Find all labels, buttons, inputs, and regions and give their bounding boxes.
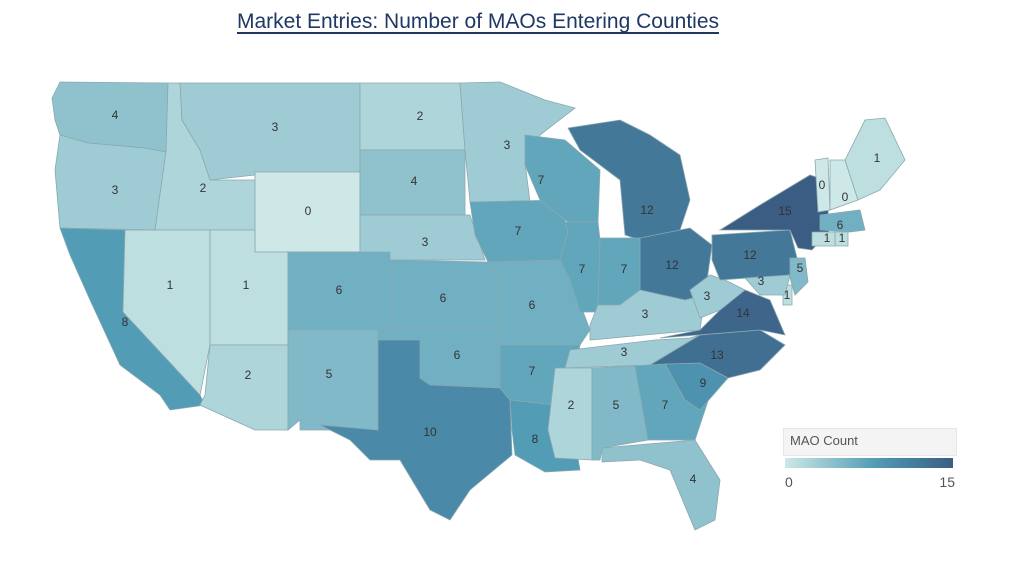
state-label-sc: 9 bbox=[700, 376, 707, 390]
legend-color-ramp bbox=[785, 458, 953, 468]
state-label-vt: 0 bbox=[819, 178, 826, 192]
state-label-me: 1 bbox=[874, 151, 881, 165]
state-label-ok: 6 bbox=[454, 348, 461, 362]
state-label-ga: 7 bbox=[662, 398, 669, 412]
state-label-ar: 7 bbox=[529, 364, 536, 378]
state-label-va: 14 bbox=[736, 306, 750, 320]
state-label-ri: 1 bbox=[839, 231, 846, 245]
state-label-nh: 0 bbox=[842, 190, 849, 204]
state-label-in: 7 bbox=[621, 262, 628, 276]
legend-title: MAO Count bbox=[790, 433, 858, 448]
state-mt[interactable] bbox=[179, 82, 361, 181]
state-label-nd: 2 bbox=[417, 109, 424, 123]
state-label-de: 1 bbox=[784, 288, 791, 302]
state-label-ne: 3 bbox=[422, 235, 429, 249]
state-label-az: 2 bbox=[245, 368, 252, 382]
state-label-mt: 3 bbox=[272, 120, 279, 134]
state-tx[interactable] bbox=[319, 339, 513, 521]
state-label-ny: 15 bbox=[778, 204, 792, 218]
state-nv[interactable] bbox=[122, 229, 211, 396]
state-ky[interactable] bbox=[589, 289, 706, 341]
state-label-mi: 12 bbox=[640, 203, 654, 217]
state-wv[interactable] bbox=[689, 274, 746, 319]
state-label-nv: 1 bbox=[167, 278, 174, 292]
state-nm[interactable] bbox=[287, 329, 379, 431]
state-md[interactable] bbox=[744, 274, 791, 296]
state-label-sd: 4 bbox=[411, 174, 418, 188]
state-label-fl: 4 bbox=[690, 472, 697, 486]
state-label-ky: 3 bbox=[642, 307, 649, 321]
legend-header: MAO Count bbox=[783, 428, 957, 456]
state-label-tn: 3 bbox=[621, 345, 628, 359]
state-label-wv: 3 bbox=[704, 289, 711, 303]
state-label-nc: 13 bbox=[710, 348, 724, 362]
legend: MAO Count 0 15 bbox=[783, 428, 957, 492]
state-label-ms: 2 bbox=[568, 398, 575, 412]
state-label-co: 6 bbox=[336, 283, 343, 297]
state-label-mo: 6 bbox=[529, 298, 536, 312]
legend-max-label: 15 bbox=[939, 474, 955, 490]
state-or[interactable] bbox=[54, 134, 167, 231]
state-ma[interactable] bbox=[819, 209, 866, 233]
state-label-wa: 4 bbox=[112, 108, 119, 122]
state-label-ma: 6 bbox=[837, 218, 844, 232]
state-label-pa: 12 bbox=[743, 248, 757, 262]
state-nd[interactable] bbox=[359, 82, 466, 151]
state-label-md: 3 bbox=[758, 274, 765, 288]
state-az[interactable] bbox=[199, 344, 289, 431]
state-label-al: 5 bbox=[613, 398, 620, 412]
legend-min-label: 0 bbox=[785, 474, 793, 490]
state-label-la: 8 bbox=[532, 432, 539, 446]
state-label-or: 3 bbox=[112, 183, 119, 197]
state-label-ct: 1 bbox=[824, 231, 831, 245]
state-label-wi: 7 bbox=[538, 173, 545, 187]
state-label-nj: 5 bbox=[797, 261, 804, 275]
state-fl[interactable] bbox=[601, 439, 721, 531]
state-label-ia: 7 bbox=[515, 224, 522, 238]
state-label-oh: 12 bbox=[665, 258, 679, 272]
state-ms[interactable] bbox=[547, 367, 593, 461]
state-label-mn: 3 bbox=[504, 138, 511, 152]
state-label-il: 7 bbox=[579, 262, 586, 276]
state-label-ks: 6 bbox=[440, 291, 447, 305]
state-va[interactable] bbox=[659, 289, 786, 339]
state-ct[interactable] bbox=[811, 231, 836, 247]
state-label-ca: 8 bbox=[122, 315, 129, 329]
map-title: Market Entries: Number of MAOs Entering … bbox=[236, 10, 719, 33]
state-label-ut: 1 bbox=[243, 278, 250, 292]
state-me[interactable] bbox=[844, 117, 906, 201]
state-label-nm: 5 bbox=[326, 367, 333, 381]
state-label-tx: 10 bbox=[423, 425, 437, 439]
state-label-id: 2 bbox=[200, 181, 207, 195]
state-label-wy: 0 bbox=[305, 204, 312, 218]
